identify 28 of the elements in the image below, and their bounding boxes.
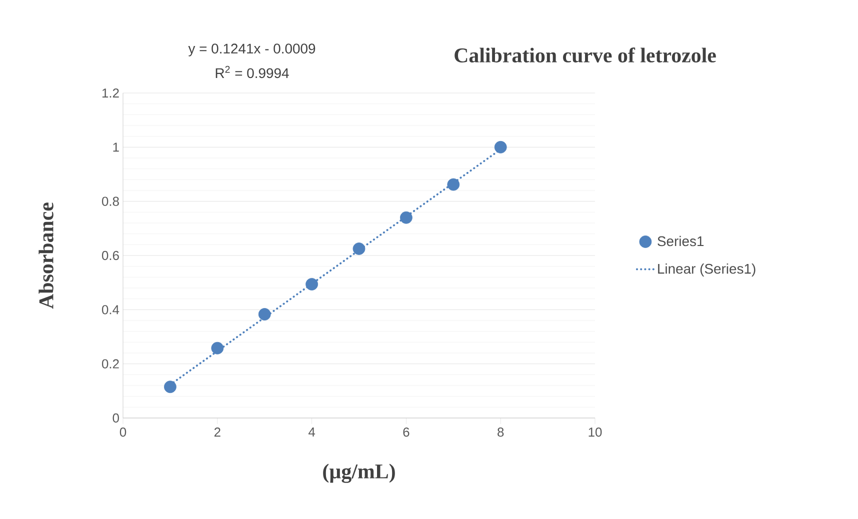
- point: [211, 342, 224, 354]
- x-tick-label: 8: [498, 428, 504, 437]
- point: [258, 308, 271, 320]
- point: [447, 178, 460, 191]
- y-tick-label: 1.2: [102, 88, 119, 98]
- point: [164, 380, 176, 394]
- point: [494, 140, 507, 154]
- chart-title: Calibration curve of letrozole: [454, 48, 716, 62]
- point: [400, 211, 412, 224]
- y-tick-label: 0: [112, 413, 119, 423]
- text: y = 0.1241x - 0.0009: [188, 44, 316, 56]
- x-axis-title: (µg/mL): [323, 464, 395, 483]
- y-tick-label: 0.2: [102, 359, 119, 368]
- legend-label: Linear (Series1): [658, 263, 756, 276]
- y-tick-label: 0.4: [102, 305, 120, 314]
- x-tick-label: 0: [120, 428, 126, 437]
- legend-label: Series1: [658, 236, 704, 246]
- y-axis-title: Absorbance: [38, 202, 54, 309]
- point: [352, 242, 366, 255]
- x-tick-label: 2: [214, 428, 220, 437]
- y-tick-label: 1: [113, 142, 119, 152]
- y-tick-label: 0.6: [102, 250, 119, 260]
- point: [306, 278, 318, 290]
- x-tick-label: 6: [403, 428, 410, 437]
- x-tick-label: 10: [588, 428, 602, 437]
- y-tick-label: 0.8: [102, 196, 119, 206]
- text: R$^{2}$ = 0.9994: [216, 66, 289, 78]
- x-tick-label: 4: [308, 428, 316, 436]
